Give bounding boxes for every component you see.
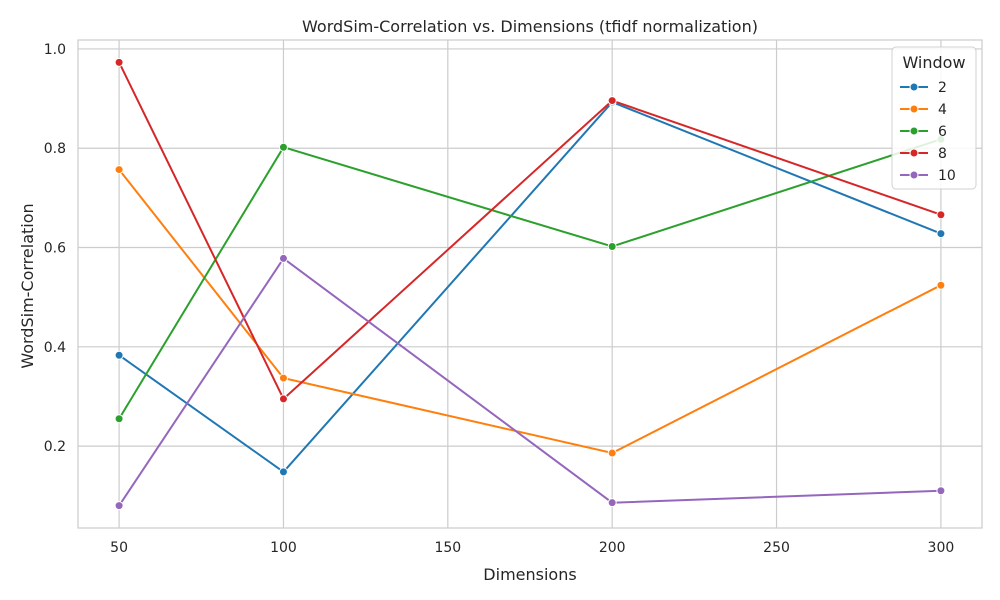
y-tick-label: 0.2 [44,439,66,455]
x-tick-label: 250 [763,540,790,556]
x-tick-label: 300 [928,540,955,556]
series-line [118,138,942,420]
series-10 [114,253,946,511]
legend-swatch-marker [909,104,919,114]
legend-entry: 8 [938,146,947,162]
legend-entry: 2 [938,80,947,96]
series-line [118,61,942,401]
legend-entry: 4 [938,102,947,118]
x-tick-label: 100 [270,540,297,556]
x-tick-label: 200 [599,540,626,556]
x-axis-ticks: 50 100 150 200 250 300 [110,540,954,556]
y-axis-ticks: 0.2 0.4 0.6 0.8 1.0 [44,42,66,455]
x-tick-label: 50 [110,540,128,556]
x-tick-label: 150 [434,540,461,556]
data-point [936,229,946,239]
legend-title: Window [902,53,965,72]
data-point [278,467,288,477]
data-point [278,253,288,263]
data-point [114,165,124,175]
series-8 [114,57,946,404]
data-point [278,373,288,383]
series-line [118,100,942,474]
data-point [607,498,617,508]
legend-swatch-marker [909,82,919,92]
data-point [114,350,124,360]
data-point [114,414,124,424]
series-4 [114,165,946,458]
legend-swatch-marker [909,170,919,180]
data-point [278,394,288,404]
data-point [936,210,946,220]
data-point [278,142,288,152]
y-axis-label: WordSim-Correlation [18,203,37,368]
legend-swatch-marker [909,126,919,136]
data-point [607,242,617,252]
data-point [936,486,946,496]
chart-title: WordSim-Correlation vs. Dimensions (tfid… [302,17,758,36]
data-point [114,501,124,511]
data-point [936,280,946,290]
legend: Window 2 4 6 8 10 [891,46,977,190]
data-point [607,448,617,458]
y-tick-label: 1.0 [44,42,66,58]
legend-entry: 6 [938,124,947,140]
plot-frame [77,39,983,529]
y-tick-label: 0.4 [44,340,66,356]
series-line [118,256,941,507]
series-line [118,168,942,455]
data-point [607,96,617,106]
y-tick-label: 0.6 [44,241,66,257]
y-tick-label: 0.8 [44,141,66,157]
legend-swatch-marker [909,148,919,158]
x-axis-label: Dimensions [483,565,576,584]
legend-entry: 10 [938,168,956,184]
series-group [114,57,946,511]
data-point [114,57,124,67]
